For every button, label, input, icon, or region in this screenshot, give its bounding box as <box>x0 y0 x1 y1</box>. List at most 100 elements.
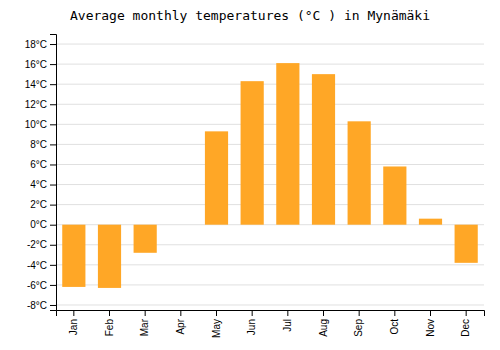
x-axis: Jan Feb Mar Apr May Jun Jul Aug Sep Oct Nov Dec <box>57 310 485 338</box>
x-tick: May <box>211 310 222 338</box>
grid-line <box>56 124 484 125</box>
bar <box>205 131 228 224</box>
x-tick-label: May <box>211 319 222 338</box>
grid-line <box>56 104 484 105</box>
x-tick: Jun <box>246 310 257 335</box>
x-tick-mark <box>252 310 253 316</box>
x-tick-mark <box>145 310 146 316</box>
x-tick-mark <box>466 310 467 316</box>
title: Average monthly temperatures (°C ) in My… <box>70 8 430 23</box>
grid-line <box>56 184 484 185</box>
y-tick-label: 18°C <box>25 39 47 50</box>
x-tick: Nov <box>425 310 436 337</box>
y-tick-label: 10°C <box>25 119 47 130</box>
y-tick-label: 6°C <box>30 159 47 170</box>
y-tick: 2°C <box>30 199 56 210</box>
x-tick-label: Mar <box>139 318 150 336</box>
y-tick: 12°C <box>25 99 56 110</box>
y-tick-mark <box>50 104 56 105</box>
y-tick-mark <box>50 265 56 266</box>
y-axis: -8°C-6°C-4°C-2°C0°C2°C4°C6°C8°C10°C12°C1… <box>25 35 57 311</box>
bar <box>98 225 121 288</box>
y-tick-label: 14°C <box>25 79 47 90</box>
bar <box>276 63 299 225</box>
y-tick: -6°C <box>27 280 56 291</box>
grid-line <box>56 204 484 205</box>
x-tick: Jul <box>282 310 293 332</box>
y-tick: 0°C <box>30 219 56 230</box>
x-tick-mark <box>180 310 181 316</box>
x-tick: Feb <box>104 310 115 336</box>
y-tick-mark <box>50 305 56 306</box>
y-tick: 8°C <box>30 139 56 150</box>
x-tick-label: Feb <box>104 319 115 337</box>
y-tick-label: 8°C <box>30 139 47 150</box>
y-tick-label: -6°C <box>27 280 47 291</box>
bar <box>169 224 192 225</box>
y-tick: 10°C <box>25 119 56 130</box>
bar <box>62 225 85 287</box>
y-tick-label: -8°C <box>27 300 47 311</box>
grid-line <box>56 44 484 45</box>
x-tick: Mar <box>139 310 150 336</box>
y-tick: 6°C <box>30 159 56 170</box>
y-tick-mark <box>50 185 56 186</box>
bar <box>419 219 442 225</box>
bars <box>62 63 478 288</box>
x-tick-label: Sep <box>353 319 364 337</box>
x-tick-mark <box>359 310 360 316</box>
x-tick-label: Nov <box>425 319 436 337</box>
y-tick: 16°C <box>25 59 56 70</box>
x-tick-mark <box>394 310 395 316</box>
x-tick-mark <box>287 310 288 316</box>
grid-line <box>56 84 484 85</box>
y-tick-mark <box>50 84 56 85</box>
y-tick-mark <box>50 225 56 226</box>
bar <box>241 81 264 225</box>
y-tick: -8°C <box>27 300 56 311</box>
x-tick-label: Jul <box>282 319 293 332</box>
x-tick: Apr <box>175 310 186 335</box>
y-tick-label: 12°C <box>25 99 47 110</box>
bar <box>312 74 335 225</box>
y-axis-line <box>50 35 57 311</box>
x-tick-mark <box>109 310 110 316</box>
y-tick-mark <box>50 285 56 286</box>
x-tick-label: Aug <box>318 319 329 337</box>
bar <box>455 225 478 263</box>
y-tick-mark <box>50 245 56 246</box>
x-tick: Sep <box>353 310 364 337</box>
x-tick-mark <box>216 310 217 316</box>
x-tick-mark <box>430 310 431 316</box>
x-axis-line <box>57 311 485 317</box>
x-tick-label: Apr <box>175 318 186 334</box>
y-tick: -4°C <box>27 260 56 271</box>
grid-line <box>56 144 484 145</box>
y-tick-label: 4°C <box>30 179 47 190</box>
y-tick: 14°C <box>25 79 56 90</box>
bar <box>383 166 406 224</box>
y-tick-label: 2°C <box>30 199 47 210</box>
x-tick: Aug <box>318 310 329 337</box>
grid <box>56 44 484 305</box>
plot: -8°C-6°C-4°C-2°C0°C2°C4°C6°C8°C10°C12°C1… <box>25 35 485 338</box>
y-tick-mark <box>50 124 56 125</box>
x-tick: Oct <box>389 310 400 335</box>
y-tick-label: 0°C <box>30 219 47 230</box>
y-tick-label: -4°C <box>27 260 47 271</box>
bar <box>134 225 157 253</box>
grid-line <box>56 304 484 305</box>
y-tick-mark <box>50 144 56 145</box>
y-tick-mark <box>50 44 56 45</box>
y-tick-mark <box>50 64 56 65</box>
y-tick-label: 16°C <box>25 59 47 70</box>
grid-line <box>56 164 484 165</box>
x-tick-mark <box>323 310 324 316</box>
x-tick: Jan <box>68 310 79 335</box>
x-tick-label: Oct <box>389 319 400 335</box>
x-tick-mark <box>73 310 74 316</box>
y-tick: 4°C <box>30 179 56 190</box>
x-tick: Dec <box>460 310 471 337</box>
x-tick-label: Jan <box>68 319 79 335</box>
chart: Average monthly temperatures (°C ) in My… <box>0 0 500 350</box>
